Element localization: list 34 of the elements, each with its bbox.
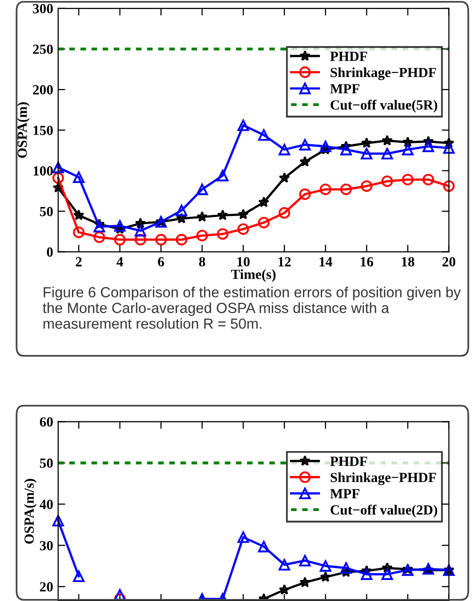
- y-tick-label: 0: [46, 247, 53, 257]
- legend-label: PHDF: [330, 456, 368, 466]
- legend-label: PHDF: [330, 52, 368, 61]
- x-tick-label: 12: [278, 257, 291, 266]
- legend-label: Cut−off value(2D): [330, 504, 438, 518]
- y-tick-label: 50: [40, 206, 53, 216]
- caption: Figure 6 Comparison of the estimation errors of position given by the Monte Carlo-averaged OSPA miss distance with a measurement resolution R = 50m.: [42, 286, 461, 329]
- x-tick-label: 6: [158, 257, 164, 266]
- y-tick-label: 250: [33, 44, 53, 54]
- y-axis-title: OSPA(m): [17, 102, 30, 158]
- legend-label: Shrinkage−PHDF: [330, 67, 436, 80]
- legend-label: Shrinkage−PHDF: [330, 472, 436, 486]
- legend-label: Cut−off value(5R): [330, 100, 438, 112]
- x-tick-label: 20: [442, 257, 456, 266]
- x-tick-label: 2: [76, 257, 82, 266]
- x-tick-label: 14: [320, 257, 332, 266]
- y-axis-title: OSPA(m/s): [24, 478, 37, 544]
- legend-label: MPF: [330, 84, 360, 94]
- y-tick-label: 20: [40, 582, 53, 592]
- x-tick-label: 8: [199, 257, 206, 266]
- x-tick-label: 16: [360, 257, 374, 266]
- y-tick-label: 30: [40, 540, 53, 550]
- x-tick-label: 18: [402, 257, 414, 266]
- y-tick-label: 100: [34, 166, 53, 176]
- y-tick-label: 50: [40, 458, 53, 468]
- legend-label: MPF: [330, 489, 360, 498]
- y-tick-label: 200: [33, 85, 53, 95]
- x-axis-title: Time(s): [231, 269, 276, 282]
- y-tick-label: 300: [33, 4, 53, 14]
- x-tick-label: 4: [116, 257, 124, 266]
- y-tick-label: 150: [34, 126, 53, 136]
- x-tick-label: 10: [237, 257, 250, 266]
- y-tick-label: 60: [40, 417, 53, 427]
- y-tick-label: 40: [40, 500, 53, 510]
